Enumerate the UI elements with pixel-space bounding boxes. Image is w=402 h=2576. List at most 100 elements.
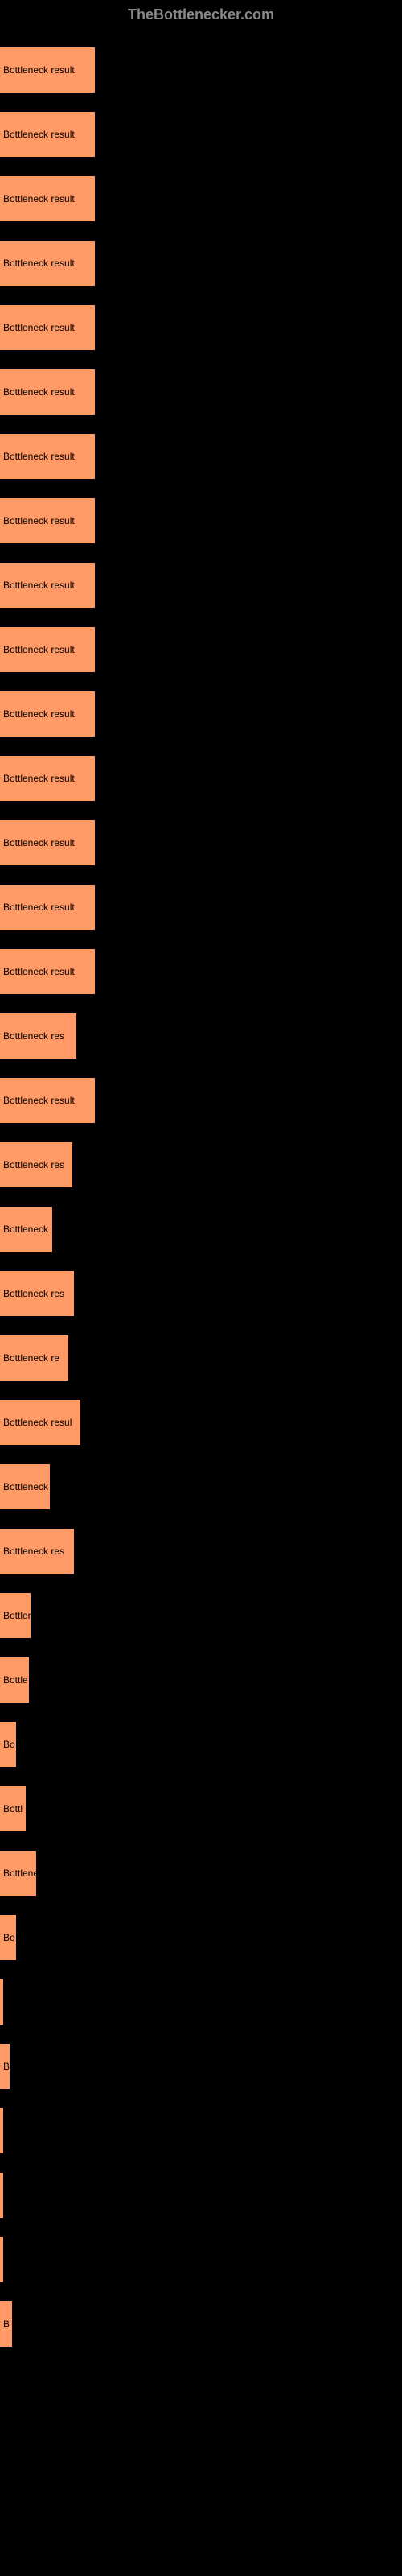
- header: TheBottlenecker.com: [0, 0, 402, 30]
- bar: Bottlene: [0, 1851, 36, 1896]
- bar: Bo: [0, 1915, 16, 1960]
- bar-row: Bottleneck result: [0, 167, 402, 231]
- bar: Bottleneck: [0, 1207, 52, 1252]
- bar: Bottle: [0, 1657, 29, 1703]
- bar-row: [0, 2163, 402, 2227]
- bar: Bottleneck res: [0, 1142, 72, 1187]
- bar-label: B: [3, 2318, 10, 2330]
- bar-row: B: [0, 2292, 402, 2356]
- bar-row: Bottleneck res: [0, 1133, 402, 1197]
- bar-label: Bottleneck result: [3, 258, 75, 269]
- bar-label: Bottleneck result: [3, 644, 75, 655]
- bar-label: Bottleneck result: [3, 129, 75, 140]
- bar: Bottleneck result: [0, 305, 95, 350]
- bar-row: Bottleneck result: [0, 939, 402, 1004]
- bar-row: Bottleneck result: [0, 811, 402, 875]
- bar: [0, 2173, 3, 2218]
- bar-label: Bottleneck res: [3, 1159, 64, 1170]
- bar-label: Bottleneck re: [3, 1352, 59, 1364]
- bar-label: Bottleneck result: [3, 386, 75, 398]
- bar-label: Bottleneck result: [3, 708, 75, 720]
- bar-label: Bottleneck result: [3, 902, 75, 913]
- bar: Bo: [0, 1722, 16, 1767]
- bar-label: Bottleneck result: [3, 580, 75, 591]
- bar-label: Bottl: [3, 1803, 23, 1814]
- bar: Bottleneck res: [0, 1271, 74, 1316]
- bar-row: Bottleneck result: [0, 231, 402, 295]
- bar: Bottleneck result: [0, 47, 95, 93]
- bar-row: Bottl: [0, 1777, 402, 1841]
- bar-row: Bottleneck: [0, 1455, 402, 1519]
- bar-row: Bottler: [0, 1583, 402, 1648]
- chart-container: Bottleneck result Bottleneck result Bottle…: [0, 30, 402, 2372]
- bar-label: Bottleneck result: [3, 193, 75, 204]
- bar-row: Bo: [0, 1712, 402, 1777]
- bar: Bottleneck result: [0, 434, 95, 479]
- bar: Bottleneck result: [0, 498, 95, 543]
- bar: B: [0, 2301, 12, 2347]
- bar: Bottleneck res: [0, 1529, 74, 1574]
- bar-label: Bottler: [3, 1610, 31, 1621]
- bar-label: B: [3, 2061, 10, 2072]
- bar: Bottleneck result: [0, 949, 95, 994]
- bar-row: Bottleneck result: [0, 746, 402, 811]
- bar-label: Bottleneck res: [3, 1288, 64, 1299]
- bar-row: Bottlene: [0, 1841, 402, 1905]
- bar: Bottleneck res: [0, 1013, 76, 1059]
- bar-label: Bottleneck: [3, 1224, 48, 1235]
- bar-row: Bottle: [0, 1648, 402, 1712]
- bar-label: Bottleneck result: [3, 966, 75, 977]
- bar-label: Bottleneck result: [3, 515, 75, 526]
- bar: Bottleneck resul: [0, 1400, 80, 1445]
- bar-row: Bottleneck result: [0, 424, 402, 489]
- brand-text: TheBottlenecker.com: [128, 6, 274, 23]
- bar-label: Bottleneck result: [3, 451, 75, 462]
- bar: Bottleneck result: [0, 112, 95, 157]
- bar: Bottleneck result: [0, 691, 95, 737]
- bar-row: Bottleneck res: [0, 1261, 402, 1326]
- bar-label: Bottleneck result: [3, 64, 75, 76]
- bar-row: Bottleneck result: [0, 682, 402, 746]
- bar-row: Bo: [0, 1905, 402, 1970]
- bar: Bottleneck re: [0, 1335, 68, 1381]
- bar-label: Bottleneck: [3, 1481, 48, 1492]
- bar-label: Bottleneck res: [3, 1546, 64, 1557]
- bar: [0, 2108, 3, 2153]
- bar: [0, 2237, 3, 2282]
- bar: Bottleneck result: [0, 1078, 95, 1123]
- bar-row: Bottleneck result: [0, 295, 402, 360]
- bar-label: Bottle: [3, 1674, 28, 1686]
- bar-row: Bottleneck res: [0, 1004, 402, 1068]
- bar-row: [0, 2099, 402, 2163]
- bar-row: [0, 2227, 402, 2292]
- bar-row: Bottleneck res: [0, 1519, 402, 1583]
- bar-label: Bottleneck result: [3, 773, 75, 784]
- bar-label: Bottleneck result: [3, 322, 75, 333]
- bar-row: Bottleneck: [0, 1197, 402, 1261]
- bar-row: Bottleneck result: [0, 875, 402, 939]
- bar: Bottleneck result: [0, 369, 95, 415]
- bar-row: Bottleneck result: [0, 360, 402, 424]
- bar-row: Bottleneck result: [0, 617, 402, 682]
- bar-row: Bottleneck resul: [0, 1390, 402, 1455]
- bar: B: [0, 2044, 10, 2089]
- bar-row: Bottleneck result: [0, 38, 402, 102]
- bar: Bottleneck result: [0, 627, 95, 672]
- bar-row: Bottleneck result: [0, 489, 402, 553]
- bar: Bottleneck result: [0, 885, 95, 930]
- bar-label: Bo: [3, 1739, 15, 1750]
- bar-row: [0, 1970, 402, 2034]
- bar-row: Bottleneck re: [0, 1326, 402, 1390]
- bar-row: Bottleneck result: [0, 1068, 402, 1133]
- bar: Bottl: [0, 1786, 26, 1831]
- bar-label: Bottleneck resul: [3, 1417, 72, 1428]
- bar-row: B: [0, 2034, 402, 2099]
- bar-label: Bottleneck res: [3, 1030, 64, 1042]
- bar-row: Bottleneck result: [0, 553, 402, 617]
- bar: [0, 1979, 3, 2025]
- bar: Bottleneck result: [0, 563, 95, 608]
- bar-label: Bottleneck result: [3, 1095, 75, 1106]
- bar-label: Bottlene: [3, 1868, 36, 1879]
- bar: Bottleneck result: [0, 756, 95, 801]
- bar: Bottleneck result: [0, 820, 95, 865]
